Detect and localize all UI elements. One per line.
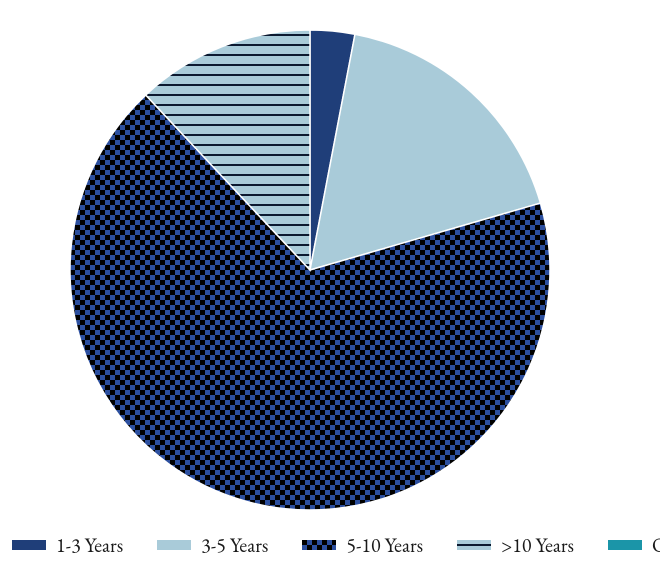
- legend-label-other: Other: [652, 532, 660, 558]
- legend-swatch-other: [608, 540, 642, 550]
- legend-label-3-5-years: 3-5 Years: [201, 532, 268, 558]
- legend-swatch-gt-10-years: [457, 540, 491, 550]
- legend-swatch-1-3-years: [12, 540, 46, 550]
- chart-container: 1-3 Years 3-5 Years 5-10 Years >10 Years…: [0, 0, 660, 576]
- pie-chart: [0, 0, 660, 520]
- legend-label-1-3-years: 1-3 Years: [56, 532, 123, 558]
- legend-label-5-10-years: 5-10 Years: [346, 532, 423, 558]
- pie-svg: [0, 0, 660, 520]
- legend-label-gt-10-years: >10 Years: [501, 532, 574, 558]
- legend-swatch-3-5-years: [157, 540, 191, 550]
- legend-item-gt-10-years: >10 Years: [457, 532, 574, 558]
- legend-swatch-5-10-years: [302, 540, 336, 550]
- legend: 1-3 Years 3-5 Years 5-10 Years >10 Years…: [0, 532, 660, 558]
- legend-item-3-5-years: 3-5 Years: [157, 532, 268, 558]
- legend-item-5-10-years: 5-10 Years: [302, 532, 423, 558]
- legend-item-1-3-years: 1-3 Years: [12, 532, 123, 558]
- legend-item-other: Other: [608, 532, 660, 558]
